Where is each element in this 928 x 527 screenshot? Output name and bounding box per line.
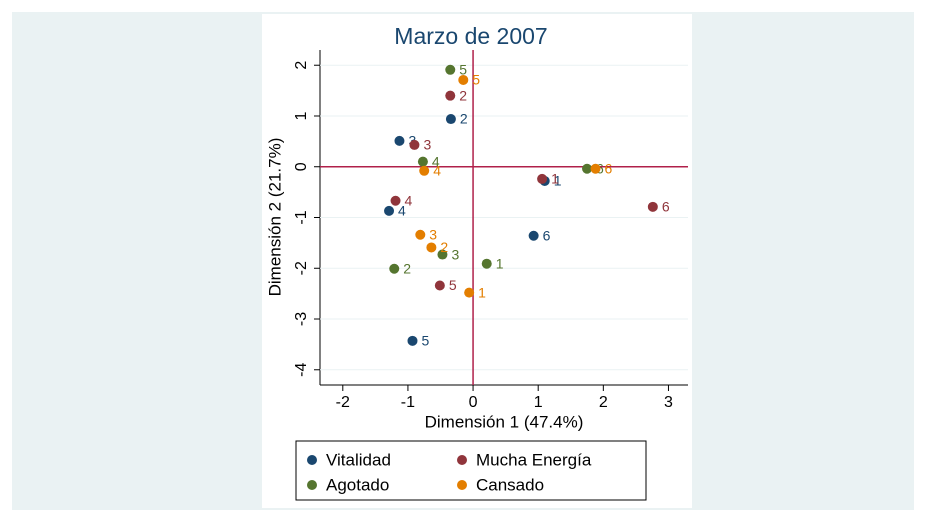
point — [458, 74, 469, 85]
point — [590, 163, 601, 174]
point-label: 2 — [460, 111, 468, 127]
point — [647, 201, 658, 212]
y-tick-label: -1 — [293, 210, 310, 224]
y-tick-label: 0 — [293, 162, 310, 171]
point — [445, 90, 456, 101]
point-label: 5 — [449, 277, 457, 293]
point — [445, 114, 456, 125]
y-tick-label: 2 — [293, 61, 310, 70]
y-axis-label: Dimensión 2 (21.7%) — [265, 138, 284, 297]
y-tick-label: -3 — [293, 312, 310, 326]
legend-marker — [457, 455, 467, 465]
point-label: 5 — [421, 333, 429, 349]
point-label: 5 — [459, 61, 467, 77]
point — [426, 242, 437, 253]
y-tick-label: 1 — [293, 111, 310, 120]
point-label: 3 — [423, 137, 431, 153]
point — [394, 135, 405, 146]
point — [417, 156, 428, 167]
chart-title: Marzo de 2007 — [394, 23, 547, 49]
point-label: 6 — [543, 227, 551, 243]
x-tick-label: 1 — [534, 394, 543, 411]
point — [434, 280, 445, 291]
point — [384, 205, 395, 216]
point-label: 1 — [551, 171, 559, 187]
point — [528, 230, 539, 241]
point-label: 2 — [403, 260, 411, 276]
point-label: 1 — [478, 284, 486, 300]
point-label: 6 — [605, 160, 613, 176]
legend-marker — [457, 480, 467, 490]
point-label: 3 — [429, 226, 437, 242]
legend-marker — [307, 455, 317, 465]
point — [464, 287, 475, 298]
x-tick-label: -2 — [336, 394, 350, 411]
point-label: 4 — [405, 192, 413, 208]
point — [389, 263, 400, 274]
legend-label: Vitalidad — [326, 450, 391, 469]
legend — [295, 440, 647, 501]
point — [445, 64, 456, 75]
point — [407, 335, 418, 346]
point-label: 6 — [662, 199, 670, 215]
y-tick-label: -2 — [293, 261, 310, 275]
legend-label: Cansado — [476, 475, 544, 494]
legend-label: Mucha Energía — [476, 450, 592, 469]
point — [409, 139, 420, 150]
point-label: 5 — [472, 72, 480, 88]
point-label: 2 — [440, 239, 448, 255]
point-label: 1 — [554, 173, 562, 189]
x-tick-label: 2 — [599, 394, 608, 411]
point-label: 1 — [496, 255, 504, 271]
legend-label: Agotado — [326, 475, 389, 494]
point-label: 4 — [398, 203, 406, 219]
point — [415, 229, 426, 240]
point-label: 4 — [433, 163, 441, 179]
point — [437, 249, 448, 260]
x-tick-label: -1 — [401, 394, 415, 411]
point-label: 4 — [432, 153, 440, 169]
point — [390, 195, 401, 206]
x-tick-label: 3 — [664, 394, 673, 411]
point — [481, 258, 492, 269]
point — [419, 165, 430, 176]
x-tick-label: 0 — [469, 394, 478, 411]
point-label: 3 — [451, 246, 459, 262]
y-tick-label: -4 — [293, 363, 310, 377]
point — [582, 163, 593, 174]
x-axis-label: Dimensión 1 (47.4%) — [425, 412, 584, 431]
point-label: 2 — [459, 87, 467, 103]
legend-marker — [307, 480, 317, 490]
point — [537, 173, 548, 184]
